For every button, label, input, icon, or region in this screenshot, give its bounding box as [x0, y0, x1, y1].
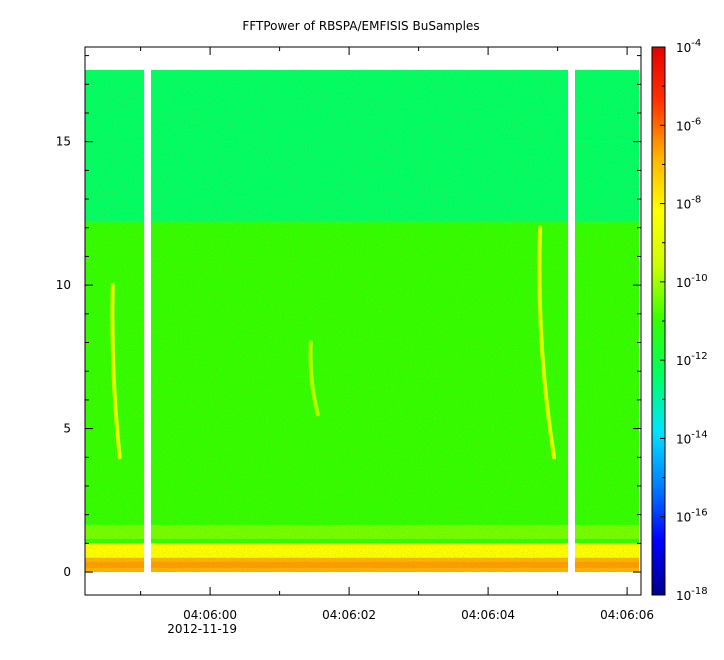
data-gap — [144, 68, 152, 574]
colorbar-tick-label: 10-12 — [676, 351, 708, 368]
x-date-label: 2012-11-19 — [167, 622, 237, 636]
chorus-element — [110, 283, 122, 460]
data-gaps — [144, 68, 575, 574]
y-tick-label: 5 — [63, 422, 71, 436]
features — [110, 140, 639, 460]
colorbar-tick-label: 10-6 — [676, 116, 701, 133]
colorbar-tick-label: 10-14 — [676, 429, 708, 446]
colorbar-tick-label: 10-8 — [676, 195, 701, 212]
x-tick-label: 04:06:04 — [461, 608, 515, 622]
chart-title: FFTPower of RBSPA/EMFISIS BuSamples — [242, 19, 479, 33]
noise-texture — [85, 69, 639, 573]
x-tick-label: 04:06:06 — [600, 608, 654, 622]
colorbar-tick-label: 10-10 — [676, 273, 708, 290]
chorus-element — [537, 225, 557, 460]
data-gap — [568, 68, 575, 574]
y-tick-label: 0 — [63, 565, 71, 579]
colorbar: 10-4 10-6 10-8 10-10 10-12 10-14 10-16 10-18 — [651, 38, 708, 603]
x-tick-label: 04:06:02 — [322, 608, 376, 622]
plot-frame — [84, 46, 642, 596]
y-tick-label: 10 — [56, 278, 71, 292]
chorus-element — [308, 340, 320, 417]
colorbar-tick-label: 10-16 — [676, 508, 708, 525]
colorbar-tick-label: 10-18 — [676, 586, 708, 603]
y-tick-label: 15 — [56, 135, 71, 149]
heatmap — [85, 69, 639, 573]
x-tick-label: 04:06:00 — [183, 608, 237, 622]
colorbar-tick-label: 10-4 — [676, 38, 701, 55]
